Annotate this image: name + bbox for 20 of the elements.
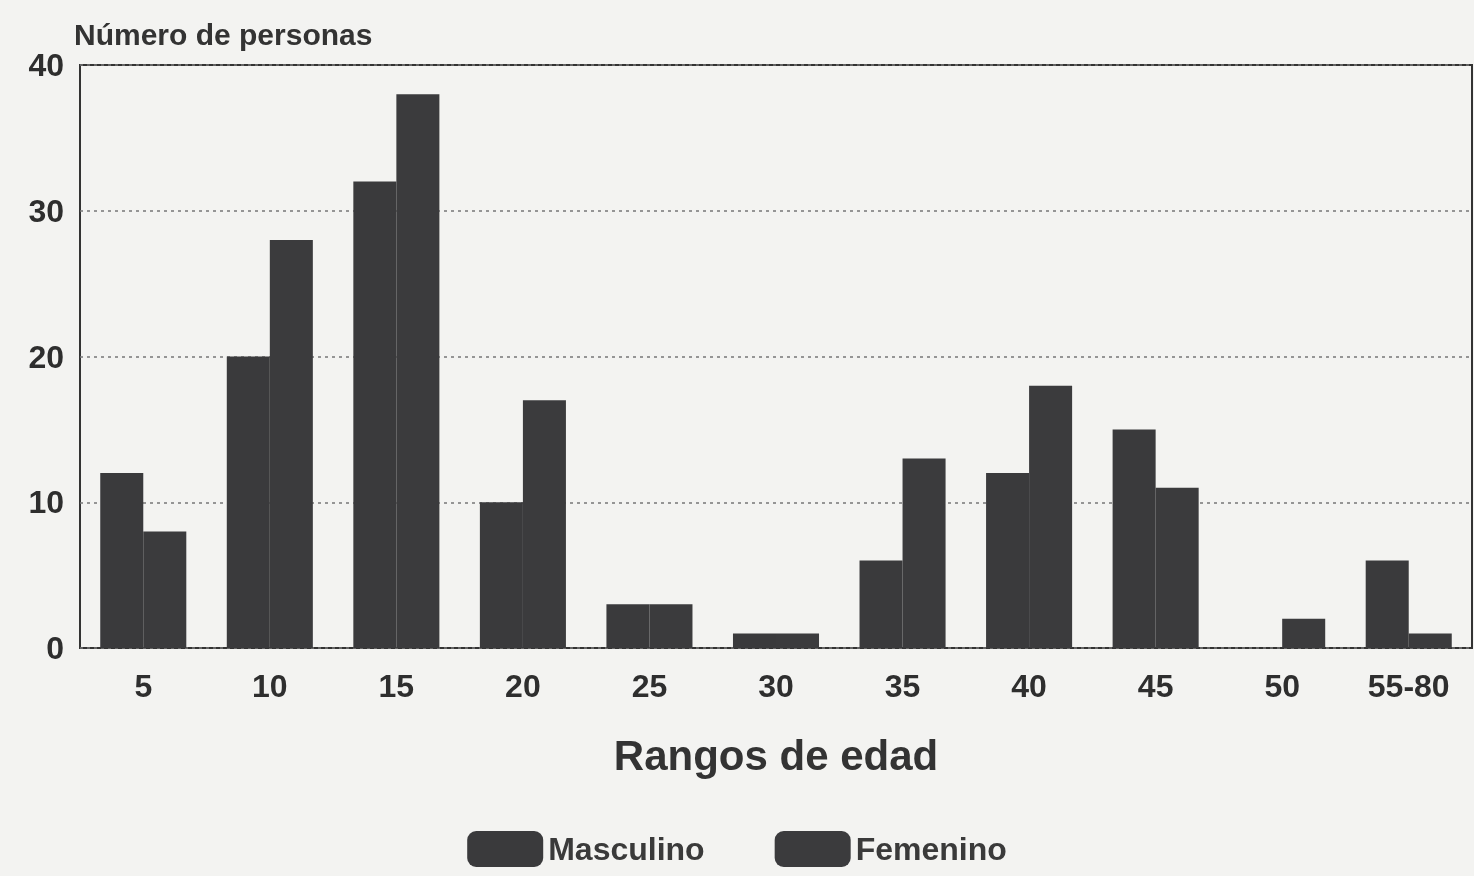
y-axis-title: Número de personas [74,17,373,51]
x-axis-title: Rangos de edad [613,731,939,779]
x-tick-label: 20 [505,668,541,704]
x-tick-label: 5 [134,668,153,704]
x-tick-label: 30 [758,668,794,704]
legend-label: Femenino [855,831,1007,867]
y-tick-label: 20 [28,338,64,375]
y-tick-label: 0 [46,630,64,666]
y-tick-label: 30 [28,192,64,229]
x-tick-label: 10 [252,668,288,704]
y-tick-label: 10 [28,484,64,521]
x-tick-label: 55-80 [1367,668,1450,704]
x-tick-label: 35 [884,668,921,704]
y-tick-label: 40 [28,47,64,83]
x-tick-label: 15 [378,668,415,704]
x-tick-label: 45 [1137,668,1174,704]
legend-label: Masculino [548,831,705,867]
x-tick-label: 40 [1011,668,1047,704]
x-tick-label: 50 [1264,668,1300,704]
x-tick-label: 25 [631,668,668,704]
